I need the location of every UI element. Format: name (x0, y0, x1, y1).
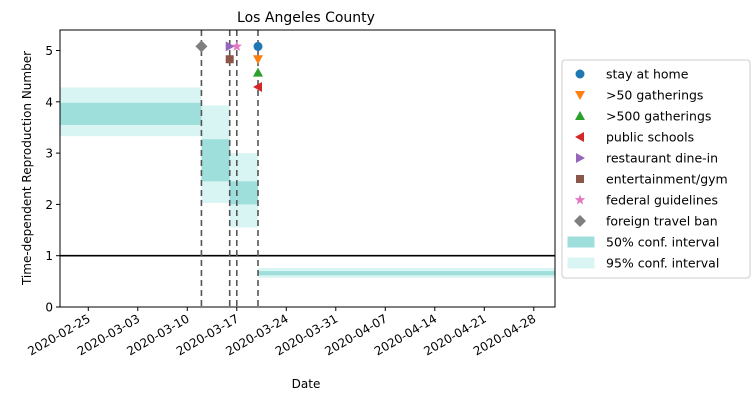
legend-label: stay at home (606, 67, 689, 82)
plot-frame (59, 29, 556, 308)
legend-label: 50% conf. interval (606, 235, 719, 250)
legend-label: foreign travel ban (606, 214, 718, 229)
legend-marker (575, 132, 584, 142)
intervention-marker (253, 41, 263, 51)
intervention-marker (253, 67, 263, 77)
x-axis-label: Date (292, 377, 321, 391)
intervention-markers (195, 40, 263, 92)
ci50-band (201, 139, 230, 182)
legend-marker (574, 215, 586, 227)
ci50-band (236, 181, 258, 205)
y-tick-label: 2 (45, 198, 53, 212)
y-tick-label: 0 (45, 301, 53, 315)
legend-swatch (567, 236, 595, 248)
intervention-marker (231, 40, 243, 51)
ci50-band (60, 102, 202, 125)
chart-title: Los Angeles County (237, 10, 375, 26)
legend-box (561, 59, 751, 279)
legend-marker (575, 69, 585, 79)
intervention-marker (195, 40, 208, 53)
legend-label: entertainment/gym (606, 172, 728, 187)
intervention-marker (225, 41, 235, 52)
legend-label: restaurant dine-in (606, 151, 718, 166)
legend-marker (576, 175, 584, 183)
y-tick-label: 4 (45, 95, 53, 109)
y-tick-label: 5 (45, 44, 53, 58)
intervention-lines (200, 30, 259, 307)
legend-marker (575, 111, 585, 120)
legend-label: 95% conf. interval (606, 256, 719, 271)
y-tick-label: 3 (45, 147, 53, 161)
y-axis: 0 1 2 3 4 5 (45, 44, 60, 315)
confidence-intervals (60, 87, 555, 278)
y-tick-label: 1 (45, 249, 53, 263)
ci50-band (258, 271, 555, 276)
legend-label: federal guidelines (606, 193, 718, 208)
legend-label: >50 gatherings (606, 88, 703, 103)
legend-label: >500 gatherings (606, 109, 711, 124)
legend-items: stay at home >50 gatherings >500 gathering… (567, 67, 728, 271)
legend-label: public schools (606, 130, 694, 145)
intervention-marker (253, 55, 263, 65)
legend-marker (576, 153, 585, 163)
intervention-marker (225, 55, 234, 64)
ci50-band (229, 181, 237, 205)
legend-marker (575, 91, 585, 100)
legend-marker (574, 194, 586, 205)
y-axis-label: Time-dependent Reproduction Number (20, 51, 34, 286)
legend-swatch (567, 257, 595, 269)
intervention-marker (253, 81, 262, 92)
legend: stay at home >50 gatherings >500 gathering… (561, 59, 751, 279)
